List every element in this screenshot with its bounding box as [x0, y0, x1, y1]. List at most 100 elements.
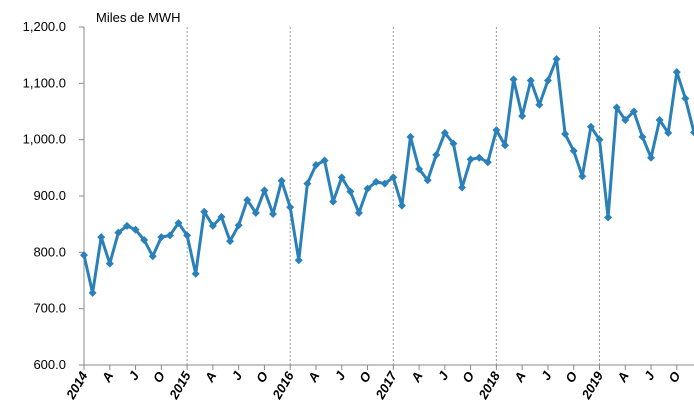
marker: [389, 173, 398, 182]
y-tick-label: 600.0: [33, 357, 66, 372]
marker: [320, 156, 329, 165]
marker: [122, 221, 131, 230]
marker: [165, 231, 174, 240]
marker: [569, 146, 578, 155]
marker: [432, 150, 441, 159]
x-tick-label: O: [253, 369, 271, 385]
marker: [500, 141, 509, 150]
marker: [423, 176, 432, 185]
y-tick-label: 700.0: [33, 301, 66, 316]
marker: [509, 75, 518, 84]
marker: [535, 100, 544, 109]
marker: [105, 259, 114, 268]
x-tick-label: A: [201, 369, 219, 385]
marker: [380, 179, 389, 188]
marker: [174, 219, 183, 228]
marker: [492, 126, 501, 135]
marker: [286, 203, 295, 212]
x-tick-label: J: [435, 368, 452, 382]
marker: [183, 231, 192, 240]
marker: [638, 132, 647, 141]
x-tick-label: 2017: [372, 368, 400, 402]
marker: [543, 76, 552, 85]
marker: [114, 228, 123, 237]
marker: [337, 173, 346, 182]
marker: [88, 288, 97, 297]
marker: [346, 187, 355, 196]
marker: [612, 103, 621, 112]
x-tick-label: O: [356, 369, 374, 385]
x-tick-label: O: [562, 369, 580, 385]
marker: [226, 237, 235, 246]
marker: [191, 269, 200, 278]
x-tick-label: J: [229, 368, 246, 382]
marker: [518, 112, 527, 121]
marker: [664, 128, 673, 137]
marker: [483, 158, 492, 167]
x-tick-label: 2015: [166, 368, 194, 402]
marker: [526, 76, 535, 85]
marker: [681, 94, 690, 103]
marker: [354, 208, 363, 217]
x-tick-label: A: [304, 369, 322, 385]
x-tick-label: 2016: [269, 368, 297, 402]
x-tick-label: 2018: [475, 368, 503, 402]
marker: [148, 252, 157, 261]
y-tick-label: 1,000.0: [23, 132, 66, 147]
y-tick-label: 1,200.0: [23, 19, 66, 34]
marker: [217, 212, 226, 221]
x-tick-label: 2019: [578, 368, 606, 402]
marker: [131, 225, 140, 234]
marker: [329, 197, 338, 206]
marker: [80, 251, 88, 260]
x-tick-label: J: [538, 368, 555, 382]
marker: [251, 208, 260, 217]
marker: [243, 195, 252, 204]
marker: [157, 233, 166, 242]
y-tick-label: 1,100.0: [23, 75, 66, 90]
marker: [200, 207, 209, 216]
marker: [604, 213, 613, 222]
x-tick-label: A: [407, 369, 425, 385]
x-tick-label: J: [332, 368, 349, 382]
marker: [260, 186, 269, 195]
marker: [672, 68, 681, 77]
marker: [552, 55, 561, 64]
marker: [647, 153, 656, 162]
marker: [277, 176, 286, 185]
marker: [311, 161, 320, 170]
marker: [269, 210, 278, 219]
marker: [561, 130, 570, 139]
marker: [372, 177, 381, 186]
x-tick-label: A: [98, 369, 116, 385]
x-tick-label: 2014: [63, 368, 91, 402]
marker: [97, 233, 106, 242]
marker: [595, 135, 604, 144]
marker: [466, 155, 475, 164]
marker: [440, 128, 449, 137]
marker: [140, 235, 149, 244]
marker: [294, 256, 303, 265]
marker: [415, 164, 424, 173]
marker: [303, 179, 312, 188]
x-tick-label: J: [641, 368, 658, 382]
marker: [234, 221, 243, 230]
marker: [208, 221, 217, 230]
x-tick-label: O: [459, 369, 477, 385]
marker: [406, 132, 415, 141]
x-tick-label: O: [150, 369, 168, 385]
x-tick-label: A: [511, 369, 529, 385]
marker: [578, 172, 587, 181]
x-tick-label: J: [126, 368, 143, 382]
marker: [475, 153, 484, 162]
x-tick-label: A: [614, 369, 632, 385]
y-tick-label: 900.0: [33, 188, 66, 203]
marker: [629, 107, 638, 116]
line: [82, 57, 694, 295]
marker: [586, 122, 595, 131]
marker: [458, 183, 467, 192]
x-tick-label: O: [665, 369, 683, 385]
y-tick-label: 800.0: [33, 244, 66, 259]
marker: [449, 139, 458, 148]
